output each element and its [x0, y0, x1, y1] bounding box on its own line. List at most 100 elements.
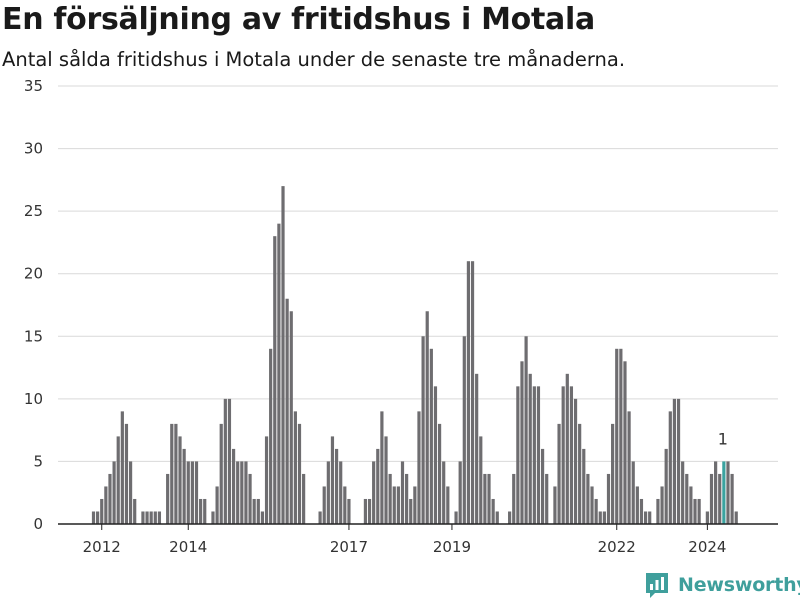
bar — [252, 498, 256, 524]
bar — [545, 473, 549, 524]
bar — [594, 498, 598, 524]
x-tick-label-2017: 2017 — [330, 538, 368, 556]
bar — [174, 423, 178, 524]
bar — [219, 423, 223, 524]
bar — [203, 498, 207, 524]
bar — [186, 461, 190, 524]
bar — [178, 436, 182, 524]
bar — [367, 498, 372, 524]
bar — [643, 511, 648, 524]
bar — [157, 511, 162, 524]
bar — [561, 386, 565, 524]
bar — [553, 486, 557, 524]
bar — [681, 461, 685, 524]
bar — [730, 473, 734, 524]
bar — [417, 411, 421, 524]
bar — [569, 386, 574, 524]
bar — [153, 511, 157, 524]
bar — [293, 411, 297, 524]
bar — [248, 473, 252, 524]
bar — [273, 236, 277, 524]
bar — [124, 423, 129, 524]
bar — [236, 461, 240, 524]
bar — [693, 498, 697, 524]
bar — [425, 311, 429, 524]
bar — [705, 511, 709, 524]
newsworthy-logo-icon — [646, 573, 668, 598]
bar — [384, 436, 388, 524]
bar — [182, 448, 186, 524]
bar — [446, 486, 450, 524]
bar — [635, 486, 639, 524]
bar — [281, 186, 285, 524]
bar — [709, 473, 714, 524]
bar — [433, 386, 438, 524]
y-tick-label-0: 0 — [33, 515, 43, 533]
bar — [108, 473, 112, 524]
bar — [199, 498, 203, 524]
bar-highlight — [722, 461, 726, 524]
bar — [734, 511, 738, 524]
y-tick-label-10: 10 — [24, 390, 43, 408]
bar — [396, 486, 400, 524]
bar — [540, 448, 545, 524]
bar — [429, 348, 433, 524]
bar — [166, 473, 170, 524]
bar — [128, 461, 133, 524]
bar — [190, 461, 194, 524]
bar — [586, 473, 590, 524]
bar — [475, 373, 479, 524]
brand-footer: Newsworthy — [644, 570, 800, 600]
bar — [339, 461, 343, 524]
bar — [347, 498, 351, 524]
bar — [372, 461, 376, 524]
bars — [91, 186, 738, 524]
bar — [421, 336, 425, 524]
bar — [466, 261, 471, 524]
y-tick-label-30: 30 — [24, 140, 43, 158]
y-tick-label-25: 25 — [24, 202, 43, 220]
brand-name: Newsworthy — [678, 574, 800, 596]
bar — [627, 411, 631, 524]
bar — [672, 398, 677, 524]
bar — [470, 261, 475, 524]
data-label: 1 — [718, 429, 728, 448]
bar — [289, 311, 293, 524]
bar — [565, 373, 569, 524]
bar — [491, 498, 495, 524]
bar — [590, 486, 594, 524]
bar — [602, 511, 606, 524]
bar — [714, 461, 718, 524]
bar — [668, 411, 672, 524]
chart-subtitle: Antal sålda fritidshus i Motala under de… — [2, 48, 626, 71]
bar — [334, 448, 339, 524]
bar — [211, 511, 215, 524]
bar — [149, 511, 153, 524]
bar — [660, 486, 664, 524]
bar — [454, 511, 458, 524]
bar — [363, 498, 368, 524]
bar — [462, 336, 466, 524]
bar — [326, 461, 330, 524]
bar — [676, 398, 681, 524]
bar — [343, 486, 347, 524]
bar — [269, 348, 273, 524]
bar — [528, 373, 532, 524]
bar — [483, 473, 487, 524]
bar — [532, 386, 536, 524]
bar — [297, 423, 302, 524]
bar — [689, 486, 693, 524]
bar — [487, 473, 491, 524]
bar — [400, 461, 405, 524]
chart-title: En försäljning av fritidshus i Motala — [2, 2, 595, 37]
bar — [495, 511, 499, 524]
bar — [508, 511, 512, 524]
bar — [524, 336, 528, 524]
bar — [664, 448, 668, 524]
x-tick-label-2022: 2022 — [598, 538, 636, 556]
bar — [112, 461, 116, 524]
labels: 0 5 10 15 20 25 30 35 2012 2014 2017 2019 2022 2024 1 — [24, 77, 728, 556]
bar — [437, 423, 442, 524]
bar — [194, 461, 199, 524]
